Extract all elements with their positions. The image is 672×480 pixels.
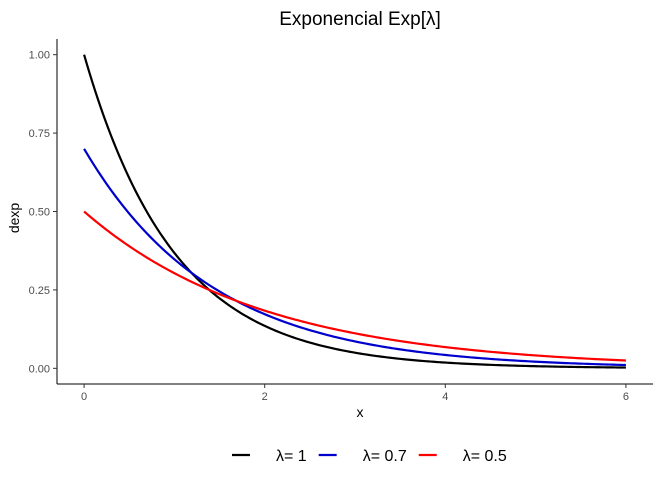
x-axis-title: x: [357, 404, 364, 420]
x-tick-label: 6: [623, 391, 629, 403]
series-line-1: [83, 148, 626, 367]
y-tick-label: 1.00: [29, 50, 50, 62]
y-tick-label: 0.50: [29, 207, 50, 219]
series-line-2: [83, 210, 626, 362]
legend-label-2: λ= 0.5: [463, 448, 507, 465]
y-axis-title: dexp: [6, 203, 22, 234]
y-tick-label: 0.00: [29, 363, 50, 375]
plot-area: [83, 54, 626, 369]
chart-title: Exponencial Exp[λ]: [279, 9, 441, 30]
legend: λ= 1 λ= 0.7 λ= 0.5: [232, 448, 507, 465]
legend-label-0: λ= 1: [276, 448, 307, 465]
y-tick-label: 0.75: [29, 128, 50, 140]
y-tick-label: 0.25: [29, 285, 50, 297]
x-tick-label: 4: [442, 391, 448, 403]
x-tick-label: 0: [81, 391, 87, 403]
series-line-0: [83, 54, 626, 369]
x-tick-label: 2: [262, 391, 268, 403]
legend-label-1: λ= 0.7: [363, 448, 407, 465]
axis-ticks: 0 2 4 6 0.00 0.25 0.50 0.75 1.00: [29, 50, 629, 403]
